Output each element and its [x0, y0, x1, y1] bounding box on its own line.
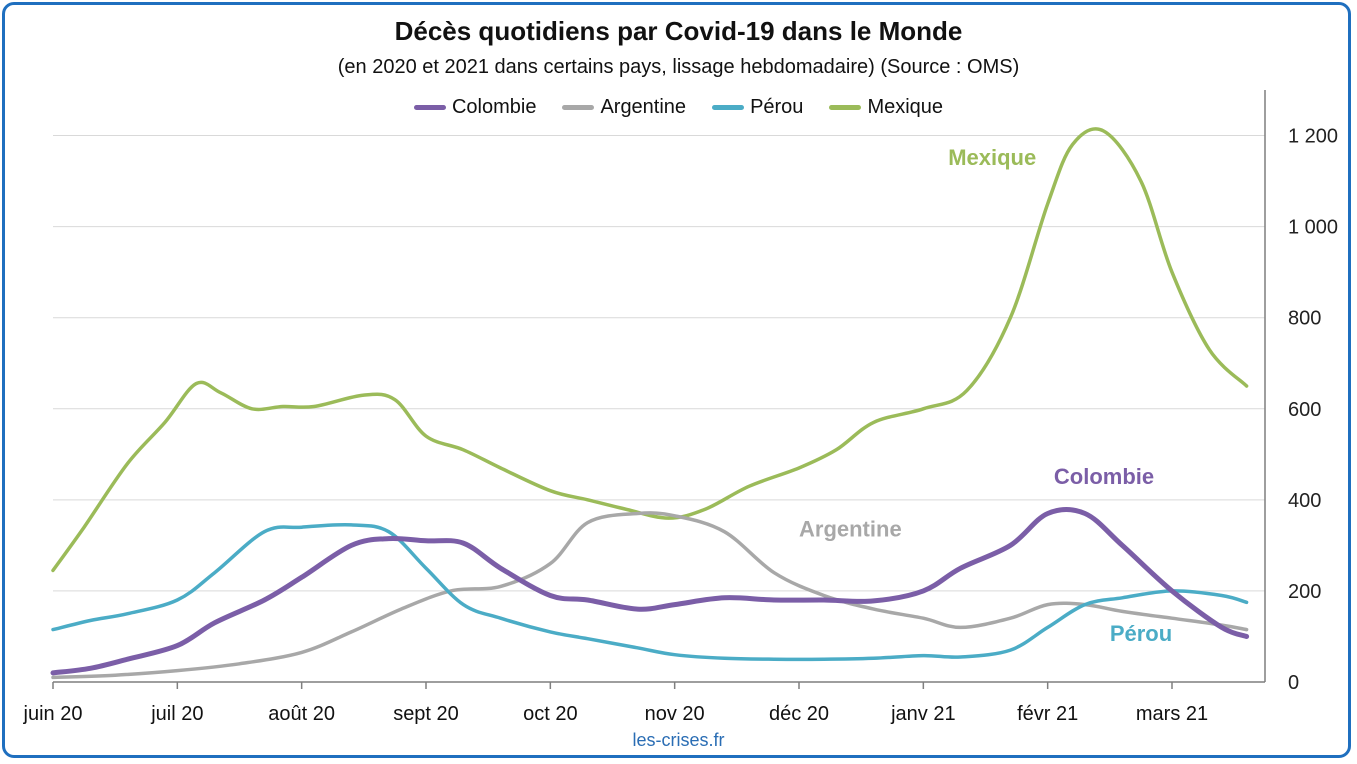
x-tick-label: août 20	[268, 703, 335, 725]
x-tick-label: déc 20	[769, 703, 829, 725]
legend-item-mexique: Mexique	[829, 96, 943, 119]
legend-item-perou: Pérou	[712, 96, 803, 119]
y-tick-label: 800	[1288, 308, 1321, 330]
x-tick-label: mars 21	[1136, 703, 1208, 725]
y-tick-label: 600	[1288, 399, 1321, 421]
chart-subtitle: (en 2020 et 2021 dans certains pays, lis…	[337, 56, 1020, 78]
x-tick-label: juin 20	[23, 703, 83, 725]
y-tick-label: 400	[1288, 490, 1321, 512]
legend-label-perou: Pérou	[750, 96, 804, 118]
legend-item-colombie: Colombie	[413, 96, 537, 119]
legend-label-colombie: Colombie	[451, 96, 537, 118]
legend-swatch-mexique	[829, 105, 862, 110]
legend-swatch-argentine	[562, 105, 595, 110]
legend-item-argentine: Argentine	[562, 96, 686, 119]
source-credit: les-crises.fr	[632, 730, 725, 750]
y-tick-label: 0	[1288, 672, 1299, 694]
y-tick-label: 1 200	[1288, 126, 1338, 148]
legend-swatch-perou	[712, 105, 745, 110]
y-tick-label: 200	[1288, 581, 1321, 603]
chart-title: Décès quotidiens par Covid-19 dans le Mo…	[394, 16, 963, 46]
series-line-mexique	[51, 127, 1249, 573]
legend-swatch-colombie	[413, 105, 446, 110]
x-tick-label: sept 20	[393, 703, 459, 725]
series-label-perou: Pérou	[1110, 621, 1172, 646]
x-tick-label: juil 20	[150, 703, 203, 725]
series-label-colombie: Colombie	[1054, 464, 1154, 489]
legend-label-mexique: Mexique	[867, 96, 944, 118]
legend-label-argentine: Argentine	[600, 96, 687, 118]
y-tick-label: 1 000	[1288, 217, 1338, 239]
legend: Colombie Argentine Pérou Mexique	[0, 96, 1357, 119]
series-line-perou	[51, 522, 1249, 662]
x-tick-label: oct 20	[523, 703, 577, 725]
series-line-argentine	[51, 511, 1249, 680]
series-label-argentine: Argentine	[799, 516, 902, 541]
x-tick-label: févr 21	[1017, 703, 1078, 725]
x-tick-label: janv 21	[890, 703, 956, 725]
x-tick-label: nov 20	[645, 703, 705, 725]
series-label-mexique: Mexique	[948, 145, 1036, 170]
series-line-colombie	[50, 507, 1250, 676]
